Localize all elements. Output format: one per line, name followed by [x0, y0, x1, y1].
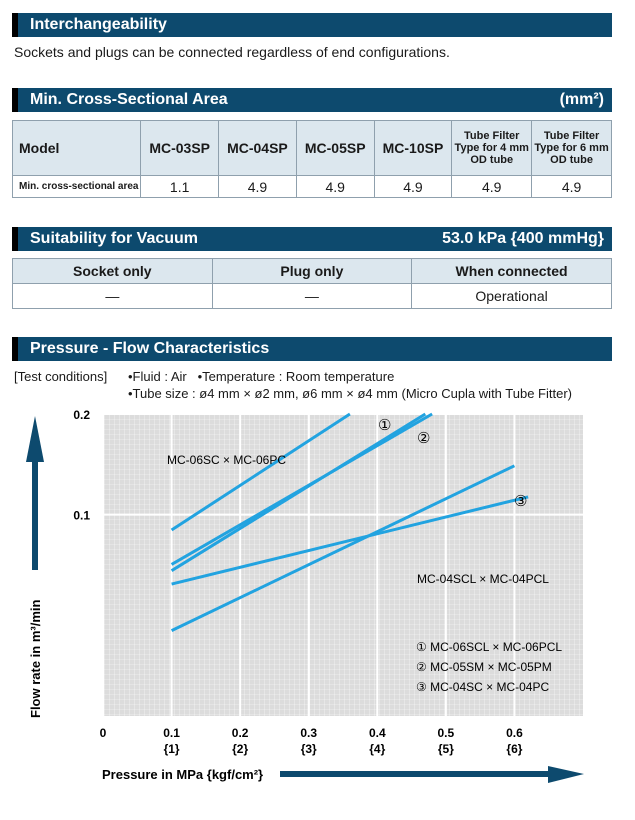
- cross-section-header: Min. Cross-Sectional Area (mm²): [12, 88, 612, 112]
- x-tick-label-6: 0.6: [506, 726, 523, 740]
- x-axis-label: Pressure in MPa {kgf/cm²}: [102, 767, 263, 782]
- interchangeability-title: Interchangeability: [30, 16, 167, 33]
- y-axis-label: Flow rate in m³/min: [28, 599, 43, 718]
- header-tube-filter-4mm: Tube Filter Type for 4 mm OD tube: [451, 120, 533, 176]
- cross-section-value-row: Min. cross-sectional area 1.1 4.9 4.9 4.…: [11, 175, 612, 198]
- y-tick-label-0: 0.1: [73, 509, 90, 523]
- legend-item-3: ③ MC-04SC × MC-04PC: [416, 680, 549, 694]
- x-tick-label-1: 0.1: [163, 726, 180, 740]
- header-tube-filter-6mm: Tube Filter Type for 6 mm OD tube: [531, 120, 612, 176]
- pressure-flow-chart: 0.1 0.2 0 0.1 {1} 0.2 {2} 0.3 {3} 0.4 {4} 0.5 {5} 0.…: [26, 408, 584, 783]
- label-mc04scl: MC-04SCL × MC-04PCL: [417, 572, 549, 586]
- legend-item-1: ① MC-06SCL × MC-06PCL: [416, 640, 562, 654]
- test-conditions-line1: •Fluid : Air •Temperature : Room tempera…: [128, 369, 395, 384]
- value-mc05sp: 4.9: [295, 175, 375, 198]
- interchangeability-text: Sockets and plugs can be connected regar…: [14, 44, 450, 60]
- header-socket-only: Socket only: [12, 258, 213, 284]
- series-line-4: [171, 495, 529, 586]
- x-tick-sub-label-6: {6}: [506, 742, 522, 756]
- header-plug-only: Plug only: [211, 258, 413, 284]
- header-mc04sp: MC-04SP: [218, 120, 297, 176]
- marker-2: ②: [417, 430, 430, 447]
- x-tick-label-3: 0.3: [300, 726, 317, 740]
- value-when-connected: Operational: [411, 283, 612, 309]
- header-mc05sp: MC-05SP: [295, 120, 375, 176]
- value-socket-only: —: [12, 283, 213, 309]
- value-tube-4mm: 4.9: [451, 175, 533, 198]
- y-axis-arrow: [26, 416, 44, 570]
- interchangeability-header: Interchangeability: [12, 13, 612, 37]
- x-tick-sub-label-2: {2}: [232, 742, 248, 756]
- value-mc03sp: 1.1: [140, 175, 220, 198]
- vacuum-spec: 53.0 kPa {400 mmHg}: [442, 230, 604, 247]
- x-tick-sub-label-3: {3}: [301, 742, 317, 756]
- cross-section-unit: (mm²): [559, 91, 604, 108]
- marker-3: ③: [514, 493, 527, 510]
- value-mc10sp: 4.9: [373, 175, 453, 198]
- chart-legend: ① MC-06SCL × MC-06PCL ② MC-05SM × MC-05P…: [416, 640, 562, 694]
- header-model: Model: [11, 120, 142, 176]
- y-tick-label-1: 0.2: [73, 408, 90, 422]
- marker-1: ①: [378, 417, 391, 434]
- value-plug-only: —: [211, 283, 413, 309]
- x-tick-label-0: 0: [100, 726, 107, 740]
- series-line-2: [170, 412, 427, 572]
- x-tick-sub-label-5: {5}: [438, 742, 454, 756]
- test-conditions-label: [Test conditions]: [14, 369, 108, 384]
- pressure-flow-title: Pressure - Flow Characteristics: [30, 340, 270, 357]
- x-tick-label-2: 0.2: [232, 726, 249, 740]
- legend-item-2: ② MC-05SM × MC-05PM: [416, 660, 552, 674]
- x-tick-label-4: 0.4: [369, 726, 386, 740]
- vacuum-value-row: — — Operational: [12, 283, 612, 309]
- header-mc03sp: MC-03SP: [140, 120, 220, 176]
- cross-section-title: Min. Cross-Sectional Area: [30, 91, 228, 108]
- vacuum-header-row: Socket only Plug only When connected: [12, 258, 612, 284]
- value-tube-6mm: 4.9: [531, 175, 612, 198]
- row-label: Min. cross-sectional area: [11, 175, 142, 198]
- x-tick-sub-label-4: {4}: [369, 742, 385, 756]
- header-mc10sp: MC-10SP: [373, 120, 453, 176]
- series-line-3: [170, 464, 516, 632]
- vacuum-header: Suitability for Vacuum 53.0 kPa {400 mmH…: [12, 227, 612, 251]
- header-when-connected: When connected: [411, 258, 612, 284]
- cross-section-table: Model MC-03SP MC-04SP MC-05SP MC-10SP Tu…: [11, 120, 612, 198]
- vacuum-table: Socket only Plug only When connected — —…: [12, 258, 612, 309]
- vacuum-title: Suitability for Vacuum: [30, 230, 199, 247]
- cross-section-header-row: Model MC-03SP MC-04SP MC-05SP MC-10SP Tu…: [11, 120, 612, 176]
- label-mc06sc: MC-06SC × MC-06PC: [167, 453, 286, 467]
- x-axis-arrow: [280, 766, 584, 783]
- pressure-flow-header: Pressure - Flow Characteristics: [12, 337, 612, 361]
- series-line-0: [170, 412, 351, 532]
- x-tick-sub-label-1: {1}: [164, 742, 180, 756]
- x-tick-label-5: 0.5: [438, 726, 455, 740]
- test-conditions-line2: •Tube size : ø4 mm × ø2 mm, ø6 mm × ø4 m…: [128, 386, 572, 401]
- value-mc04sp: 4.9: [218, 175, 297, 198]
